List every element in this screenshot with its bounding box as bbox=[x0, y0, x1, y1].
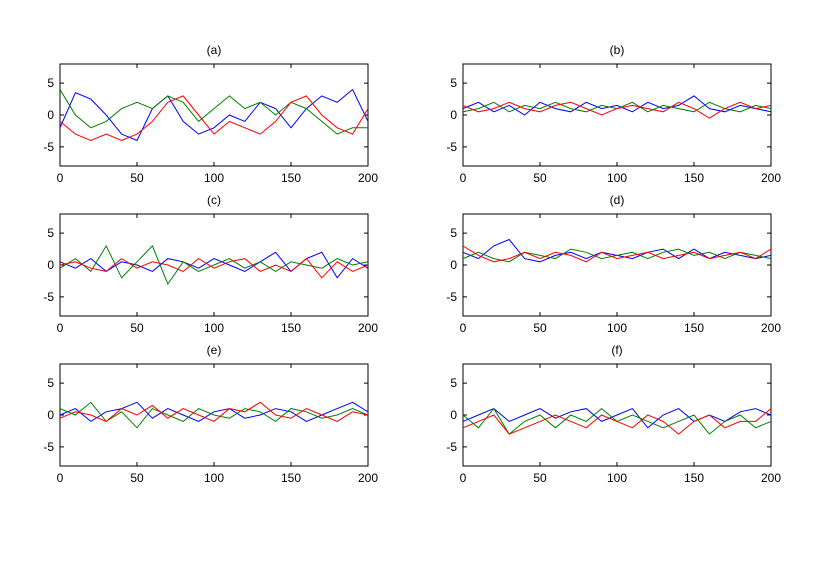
chart-title: (f) bbox=[611, 343, 622, 357]
y-tick-label: -5 bbox=[43, 140, 54, 154]
x-tick-label: 0 bbox=[460, 321, 467, 335]
y-tick-label: 5 bbox=[47, 376, 54, 390]
x-tick-label: 100 bbox=[607, 471, 627, 485]
x-tick-label: 0 bbox=[57, 471, 64, 485]
x-tick-label: 200 bbox=[761, 171, 781, 185]
x-tick-label: 50 bbox=[533, 471, 547, 485]
series-line-red bbox=[60, 257, 368, 279]
chart-title: (e) bbox=[207, 343, 222, 357]
y-tick-label: -5 bbox=[43, 440, 54, 454]
y-tick-label: 0 bbox=[450, 408, 457, 422]
series-line-blue bbox=[463, 407, 771, 429]
y-tick-label: 0 bbox=[47, 108, 54, 122]
x-tick-label: 100 bbox=[204, 471, 224, 485]
x-tick-label: 150 bbox=[684, 471, 704, 485]
x-tick-label: 100 bbox=[607, 171, 627, 185]
y-tick-label: 5 bbox=[450, 376, 457, 390]
y-tick-label: -5 bbox=[446, 440, 457, 454]
series-line-green bbox=[60, 401, 368, 429]
x-tick-label: 50 bbox=[533, 321, 547, 335]
series-line-red bbox=[463, 408, 771, 435]
series-line-blue bbox=[60, 401, 368, 423]
series-line-green bbox=[60, 244, 368, 286]
series-line-blue bbox=[463, 95, 771, 116]
x-tick-label: 100 bbox=[607, 321, 627, 335]
plot-area bbox=[462, 213, 772, 317]
x-tick-label: 50 bbox=[130, 321, 144, 335]
chart-title: (c) bbox=[207, 193, 221, 207]
x-tick-label: 200 bbox=[358, 171, 378, 185]
y-tick-label: 5 bbox=[450, 76, 457, 90]
y-tick-label: 0 bbox=[47, 408, 54, 422]
y-tick-label: 5 bbox=[450, 226, 457, 240]
y-tick-label: 0 bbox=[450, 258, 457, 272]
y-tick-label: 5 bbox=[47, 226, 54, 240]
plot-area bbox=[462, 63, 772, 167]
x-tick-label: 150 bbox=[281, 171, 301, 185]
x-tick-label: 0 bbox=[57, 321, 64, 335]
x-tick-label: 200 bbox=[761, 321, 781, 335]
series-line-red bbox=[463, 101, 771, 119]
x-tick-label: 100 bbox=[204, 321, 224, 335]
x-tick-label: 50 bbox=[130, 171, 144, 185]
series-line-blue bbox=[60, 88, 368, 142]
y-tick-label: -5 bbox=[43, 290, 54, 304]
y-tick-label: 5 bbox=[47, 76, 54, 90]
x-tick-label: 150 bbox=[281, 471, 301, 485]
x-tick-label: 200 bbox=[761, 471, 781, 485]
chart-title: (a) bbox=[207, 43, 222, 57]
x-tick-label: 50 bbox=[130, 471, 144, 485]
series-line-blue bbox=[60, 251, 368, 279]
x-tick-label: 0 bbox=[460, 171, 467, 185]
series-line-red bbox=[463, 245, 771, 263]
series-line-red bbox=[60, 95, 368, 142]
y-tick-label: -5 bbox=[446, 290, 457, 304]
y-tick-label: 0 bbox=[450, 108, 457, 122]
y-tick-label: -5 bbox=[446, 140, 457, 154]
plot-area bbox=[59, 63, 369, 167]
x-tick-label: 150 bbox=[684, 321, 704, 335]
x-tick-label: 0 bbox=[460, 471, 467, 485]
x-tick-label: 50 bbox=[533, 171, 547, 185]
x-tick-label: 200 bbox=[358, 471, 378, 485]
x-tick-label: 150 bbox=[684, 171, 704, 185]
series-line-red bbox=[60, 401, 368, 422]
x-tick-label: 100 bbox=[204, 171, 224, 185]
x-tick-label: 0 bbox=[57, 171, 64, 185]
x-tick-label: 150 bbox=[281, 321, 301, 335]
y-tick-label: 0 bbox=[47, 258, 54, 272]
chart-title: (b) bbox=[610, 43, 625, 57]
series-line-green bbox=[60, 89, 368, 135]
chart-title: (d) bbox=[610, 193, 625, 207]
x-tick-label: 200 bbox=[358, 321, 378, 335]
